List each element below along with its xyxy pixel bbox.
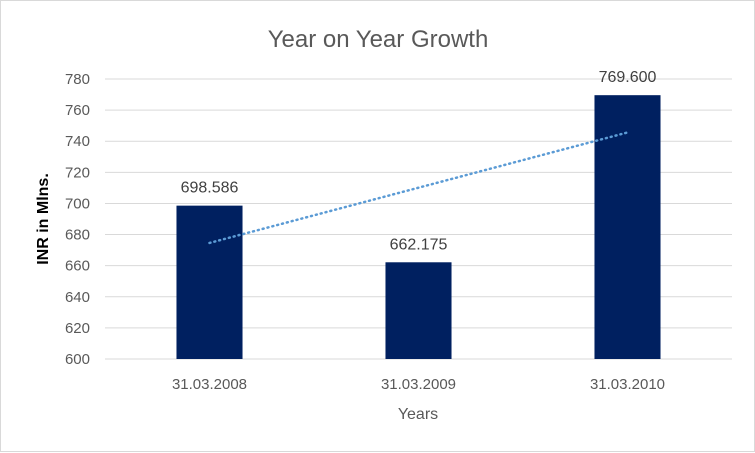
x-tick-label: 31.03.2010 [590,376,665,393]
bars [176,95,661,359]
x-tick-label: 31.03.2009 [381,376,456,393]
y-tick-label: 600 [65,351,90,368]
trendline-group [208,131,629,245]
x-tick-label: 31.03.2008 [172,376,247,393]
y-axis-ticks: 600 620 640 660 680 700 720 740 760 780 [65,71,90,368]
data-label: 698.586 [181,180,239,197]
data-labels: 698.586 662.175 769.600 [181,69,657,253]
bar [176,205,243,359]
data-label: 662.175 [390,236,448,253]
y-tick-label: 720 [65,164,90,181]
y-tick-label: 780 [65,71,90,88]
data-label: 769.600 [599,69,657,86]
y-tick-label: 620 [65,320,90,337]
bar [594,95,661,359]
x-axis-title: Years [398,406,438,423]
y-axis-title: INR in Mlns. [35,173,52,265]
y-tick-label: 740 [65,133,90,150]
y-tick-label: 760 [65,102,90,119]
y-tick-label: 700 [65,195,90,212]
y-tick-label: 640 [65,289,90,306]
bar [385,262,452,359]
x-axis-ticks: 31.03.2008 31.03.2009 31.03.2010 [172,376,665,393]
chart-title: Year on Year Growth [268,26,489,53]
y-tick-label: 680 [65,227,90,244]
y-tick-label: 660 [65,258,90,275]
trendline [208,131,629,245]
